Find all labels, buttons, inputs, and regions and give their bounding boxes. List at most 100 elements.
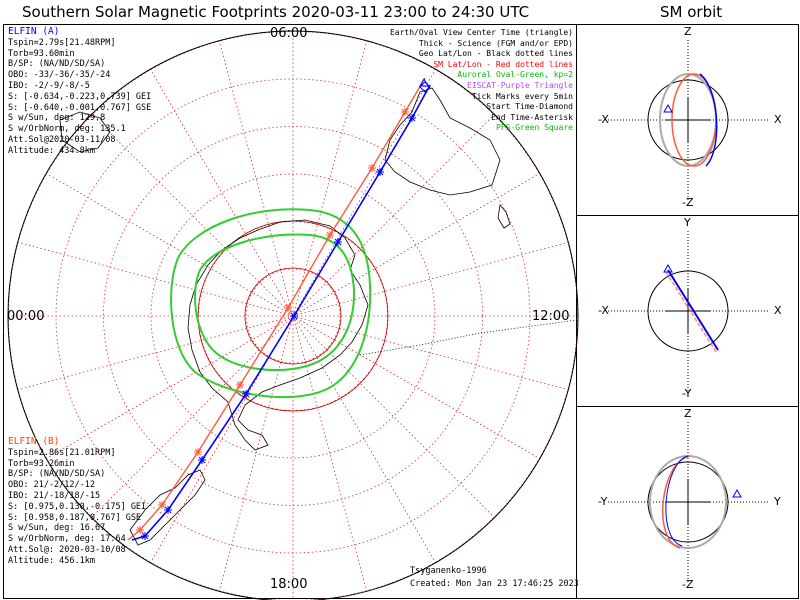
grid-spoke xyxy=(91,114,294,317)
auroral-ovals xyxy=(170,208,372,399)
elfin-b-line: Att.Sol@: 2020-03-10/08 xyxy=(8,544,126,555)
elfin-a-tick xyxy=(164,506,172,514)
map-boundary xyxy=(7,30,579,600)
grid-spoke xyxy=(45,173,294,317)
orbit-view-triangle xyxy=(663,263,673,273)
orbit-line-b xyxy=(665,271,717,353)
orbit-arc-a xyxy=(665,455,689,547)
legend-item: EISCAT-Purple Triangle xyxy=(467,80,573,90)
orbit-arc-b xyxy=(661,455,691,549)
elfin-a-line: IBO: -2/-9/-8/-5 xyxy=(8,80,90,91)
elfin-b-line: S w/OrbNorm, deg: 17.64 xyxy=(8,534,126,545)
antarctica-coast xyxy=(187,219,369,451)
elfin-a-line: Tspin=2.79s[21.48RPM] xyxy=(8,37,116,48)
elfin-a-line: Altitude: 434.8km xyxy=(8,145,95,156)
elfin-b-line: IBO: 21/-18/18/-15 xyxy=(8,490,101,501)
elfin-b-info: ELFIN (B) Tspin=2.86s[21.01RPM] Torb=93.2… xyxy=(8,436,146,567)
grid-spoke xyxy=(91,315,294,518)
auroral-oval-outer xyxy=(170,208,372,399)
elfin-b-line: Tspin=2.86s[21.01RPM] xyxy=(8,447,116,458)
legend-item: PFS-Green Square xyxy=(495,123,573,133)
grid-spoke xyxy=(292,315,368,592)
elfin-a-line: S: [-0.640,-0.001,0.767] GSE xyxy=(8,102,152,113)
orbit-axis-label-bottom: -Y xyxy=(682,387,692,400)
elfin-a-lines: Tspin=2.79s[21.48RPM] Torb=93.60min B/SP: … xyxy=(8,38,151,157)
legend-item: Thick - Science (FGM and/or EPD) xyxy=(418,38,573,48)
elfin-b-lines: Tspin=2.86s[21.01RPM] Torb=93.26min B/SP: … xyxy=(8,448,146,567)
orbit-arc-a xyxy=(699,73,718,167)
orbit-panels xyxy=(608,40,768,582)
new-zealand-coast xyxy=(497,204,511,229)
elfin-a-line: Torb=93.60min xyxy=(8,48,75,59)
grid-spoke xyxy=(45,315,294,459)
clock-label-top: 06:00 xyxy=(270,26,308,41)
elfin-a-tick xyxy=(242,390,250,398)
legend-item: Start Time-Diamond xyxy=(486,102,573,112)
elfin-a-tick xyxy=(290,312,298,320)
elfin-a-tick xyxy=(376,168,384,176)
elfin-b-line: OBO: 21/-2/12/-12 xyxy=(8,480,95,491)
footprint-tracks xyxy=(127,77,431,541)
legend-item: Auroral Oval-Green, kp=2 xyxy=(457,70,573,80)
elfin-a-line: S w/Sun, deg: 129.8 xyxy=(8,113,106,124)
elfin-b-track xyxy=(127,77,426,541)
geo-lat-line xyxy=(359,319,578,356)
grid-spoke xyxy=(292,173,541,317)
grid-spoke xyxy=(292,315,495,518)
elfin-b-line: S w/Sun, deg: 16.67 xyxy=(8,523,106,534)
grid-spoke xyxy=(150,68,294,317)
legend-item: End Time-Asterisk xyxy=(491,112,573,122)
grid-spoke xyxy=(292,241,569,317)
orbit-line-a xyxy=(667,269,719,351)
elfin-b-tick xyxy=(158,501,166,509)
grid-spoke xyxy=(292,114,495,317)
orbit-view-triangle xyxy=(663,103,673,113)
clock-label-bottom: 18:00 xyxy=(270,577,308,592)
orbit-axis-label-top: Z xyxy=(684,407,692,420)
grid-circle xyxy=(245,268,341,364)
orbit-axis-label-top: Z xyxy=(684,25,692,38)
orbit-title: SM orbit xyxy=(660,3,723,21)
clock-label-right: 12:00 xyxy=(532,309,570,324)
orbit-axis-label-left: -X xyxy=(598,304,609,317)
grid-spoke xyxy=(292,315,436,564)
elfin-b-tick xyxy=(368,164,376,172)
view-center-triangle xyxy=(419,77,429,87)
elfin-b-tick xyxy=(401,108,409,116)
elfin-b-tick xyxy=(136,526,144,534)
elfin-a-tick xyxy=(198,456,206,464)
elfin-a-info: ELFIN (A) Tspin=2.79s[21.48RPM] Torb=93.6… xyxy=(8,26,151,157)
orbit-frame xyxy=(576,24,799,599)
orbit-axis-label-left: -X xyxy=(598,113,609,126)
orbit-axis-label-left: -Y xyxy=(598,495,608,508)
legend-item: SM Lat/Lon - Red dotted lines xyxy=(433,59,573,69)
elfin-b-line: Altitude: 456.1km xyxy=(8,555,95,566)
elfin-a-tick xyxy=(141,532,149,540)
elfin-b-label: ELFIN (B) xyxy=(8,436,60,447)
elfin-b-tick xyxy=(194,448,202,456)
elfin-a-line: B/SP: (NA/ND/SD/SA) xyxy=(8,59,106,70)
grid-spoke xyxy=(17,315,294,391)
grid-spoke xyxy=(292,68,436,317)
grid-circle xyxy=(150,173,436,459)
clock-label-left: 00:00 xyxy=(7,309,45,324)
elfin-a-line: OBO: -33/-36/-35/-24 xyxy=(8,70,111,81)
orbit-axis-label-bottom: -Z xyxy=(682,196,694,209)
legend: Earth/Oval View Center Time (triangle) Th… xyxy=(390,28,573,134)
model-label: Tsyganenko-1996 xyxy=(410,566,487,576)
orbit-axis-label-top: Y xyxy=(684,216,691,229)
elfin-a-track xyxy=(131,84,431,541)
elfin-a-line: S w/OrbNorm, deg: 135.1 xyxy=(8,124,126,135)
orbit-axis-label-right: X xyxy=(774,113,782,126)
elfin-b-tick xyxy=(326,231,334,239)
created-label: Created: Mon Jan 23 17:46:25 2023 xyxy=(410,579,579,589)
elfin-a-label: ELFIN (A) xyxy=(8,26,60,37)
grid-spoke xyxy=(218,40,294,317)
grid-circle xyxy=(198,221,388,411)
elfin-a-line: Att.Sol@2020-03-11/08 xyxy=(8,134,116,145)
elfin-a-tick xyxy=(408,114,416,122)
coastlines xyxy=(59,87,511,546)
start-diamond xyxy=(419,81,431,93)
page-title: Southern Solar Magnetic Footprints 2020-… xyxy=(22,3,530,21)
